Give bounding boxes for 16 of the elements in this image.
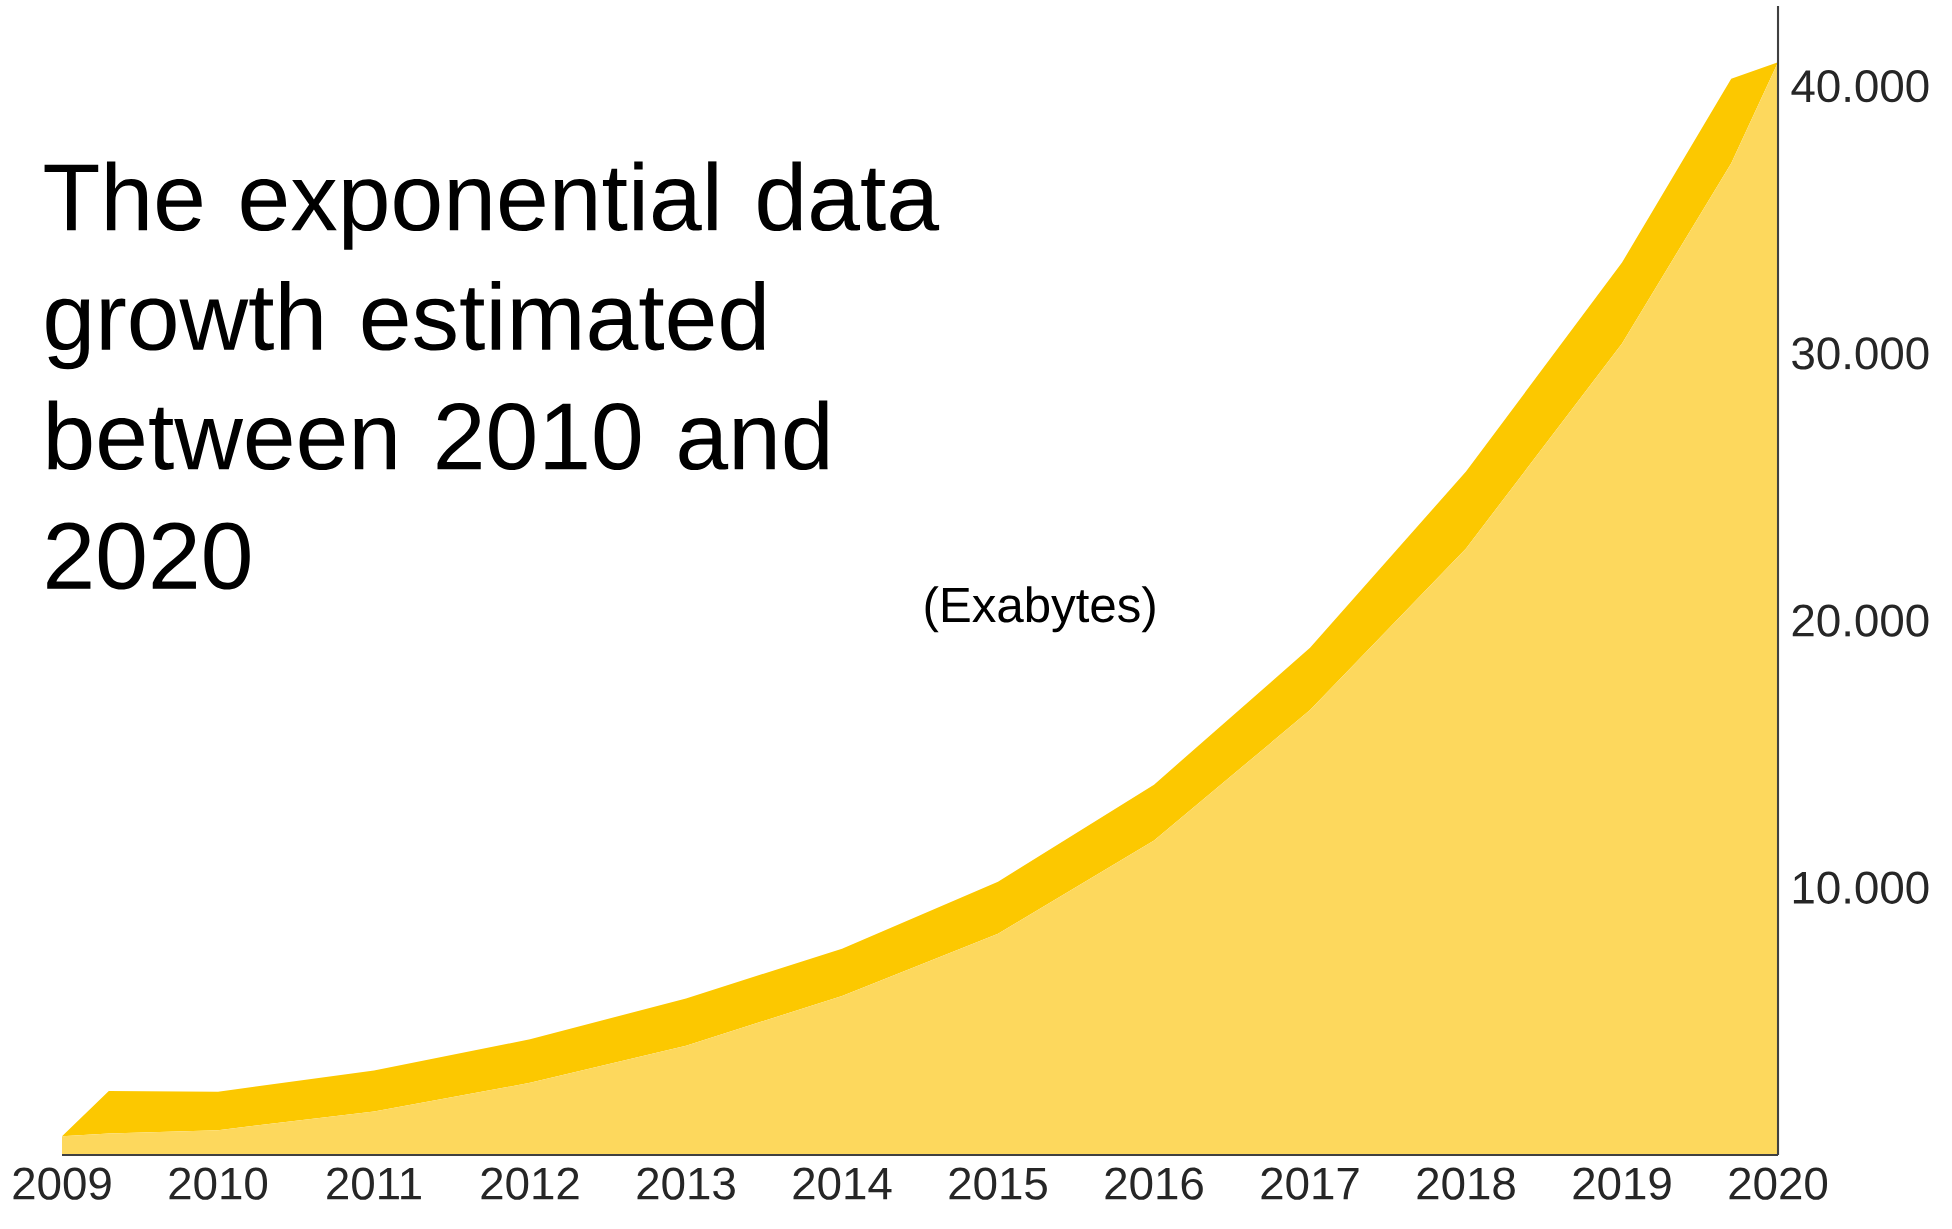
x-tick-label: 2020 bbox=[1729, 1167, 1828, 1200]
x-tick-label: 2016 bbox=[1105, 1167, 1203, 1200]
x-tick-label: 2010 bbox=[169, 1167, 268, 1200]
x-tick-label: 2019 bbox=[1573, 1167, 1671, 1200]
x-tick-label: 2011 bbox=[327, 1167, 421, 1200]
x-tick-label: 2009 bbox=[13, 1167, 111, 1200]
y-tick-label: 40.000 bbox=[1791, 69, 1929, 103]
x-tick-label: 2014 bbox=[793, 1167, 892, 1200]
x-tick-label: 2018 bbox=[1417, 1167, 1515, 1200]
y-tick-label: 30.000 bbox=[1792, 337, 1929, 370]
y-tick-label: 10.000 bbox=[1793, 871, 1929, 904]
x-tick-label: 2012 bbox=[481, 1167, 579, 1200]
x-tick-label: 2013 bbox=[637, 1167, 735, 1200]
y-tick-label: 20.000 bbox=[1792, 604, 1929, 637]
x-tick-label: 2015 bbox=[949, 1167, 1047, 1200]
x-tick-label: 2017 bbox=[1261, 1167, 1359, 1200]
